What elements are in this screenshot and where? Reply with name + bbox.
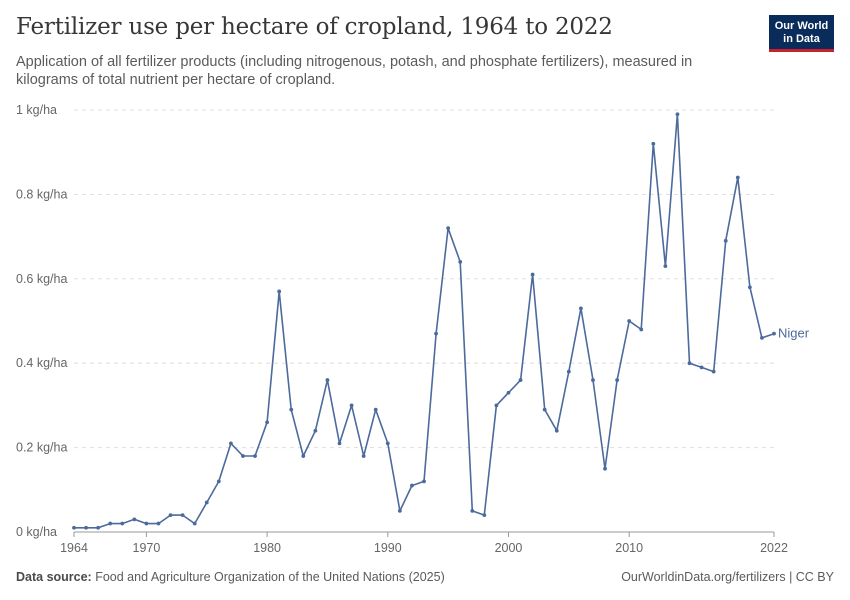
data-point[interactable]	[530, 272, 535, 277]
logo-line-1: Our World	[774, 20, 829, 32]
data-point[interactable]	[723, 238, 728, 243]
x-tick-label: 2010	[615, 541, 643, 555]
y-tick-label: 0.2 kg/ha	[16, 441, 67, 455]
data-point[interactable]	[265, 420, 270, 425]
data-point[interactable]	[699, 365, 704, 370]
data-point[interactable]	[470, 509, 475, 513]
chart-title: Fertilizer use per hectare of cropland, …	[16, 14, 613, 40]
owid-logo[interactable]: Our World in Data	[769, 15, 834, 52]
data-point[interactable]	[566, 369, 571, 374]
data-point[interactable]	[96, 525, 101, 530]
y-tick-label: 0.4 kg/ha	[16, 356, 67, 370]
data-point[interactable]	[168, 513, 173, 518]
data-point[interactable]	[204, 500, 209, 505]
data-point[interactable]	[687, 361, 692, 366]
data-point[interactable]	[156, 521, 161, 526]
data-point[interactable]	[192, 521, 197, 526]
data-source: Data source: Food and Agriculture Organi…	[16, 570, 445, 584]
data-point[interactable]	[385, 441, 390, 446]
data-point[interactable]	[180, 513, 185, 518]
x-axis: 1964 1970 1980 1990 2000 2010 2022	[60, 531, 788, 555]
data-point[interactable]	[434, 331, 438, 336]
data-point[interactable]	[241, 454, 245, 458]
data-point[interactable]	[458, 260, 463, 264]
series-line-niger[interactable]	[74, 113, 775, 529]
x-tick-label: 2000	[495, 541, 523, 555]
data-point[interactable]	[361, 454, 366, 458]
footer-url[interactable]: OurWorldinData.org/fertilizers | CC BY	[621, 570, 834, 584]
data-point[interactable]	[325, 378, 330, 382]
data-point[interactable]	[639, 327, 644, 332]
data-point[interactable]	[760, 335, 764, 340]
chart-subtitle: Application of all fertilizer products (…	[16, 54, 693, 88]
data-point[interactable]	[301, 454, 306, 458]
data-point[interactable]	[772, 331, 776, 336]
data-point[interactable]	[615, 378, 620, 382]
data-point[interactable]	[216, 479, 221, 484]
data-point[interactable]	[337, 441, 342, 446]
data-point[interactable]	[289, 407, 294, 412]
data-point[interactable]	[84, 525, 88, 530]
data-point[interactable]	[120, 521, 125, 526]
data-point[interactable]	[603, 466, 607, 471]
y-axis-ticks: 0 kg/ha 0.2 kg/ha 0.4 kg/ha 0.6 kg/ha 0.8 kg…	[16, 103, 67, 539]
data-point[interactable]	[711, 369, 716, 374]
data-point[interactable]	[506, 390, 511, 395]
grid-lines	[74, 109, 774, 449]
data-point[interactable]	[446, 226, 451, 231]
data-point[interactable]	[277, 289, 282, 294]
data-point[interactable]	[518, 378, 523, 382]
data-point[interactable]	[349, 403, 354, 408]
data-point[interactable]	[494, 403, 499, 408]
y-tick-label: 0.6 kg/ha	[16, 272, 67, 286]
x-tick-label: 2022	[760, 541, 788, 555]
y-tick-label: 0 kg/ha	[16, 525, 57, 539]
line-chart: 0 kg/ha 0.2 kg/ha 0.4 kg/ha 0.6 kg/ha 0.8 kg…	[16, 103, 810, 555]
data-point[interactable]	[651, 141, 656, 146]
x-tick-label: 1980	[253, 541, 281, 555]
x-tick-label: 1964	[60, 541, 88, 555]
data-point[interactable]	[554, 428, 559, 433]
data-point[interactable]	[373, 407, 378, 412]
data-point[interactable]	[108, 521, 113, 526]
data-point[interactable]	[578, 306, 583, 311]
series-layer: Niger	[72, 112, 810, 530]
series-label-niger: Niger	[778, 326, 810, 341]
data-point[interactable]	[591, 378, 595, 382]
x-tick-label: 1970	[133, 541, 161, 555]
data-point[interactable]	[422, 479, 426, 484]
y-tick-label: 1 kg/ha	[16, 103, 57, 117]
data-point[interactable]	[144, 521, 149, 526]
data-point[interactable]	[675, 112, 680, 117]
data-point[interactable]	[663, 264, 668, 269]
data-point[interactable]	[542, 407, 547, 412]
data-point[interactable]	[747, 285, 752, 290]
data-point[interactable]	[627, 319, 632, 323]
x-tick-label: 1990	[374, 541, 402, 555]
source-label: Data source:	[16, 570, 92, 584]
data-point[interactable]	[397, 509, 402, 513]
logo-line-2: in Data	[783, 33, 820, 45]
data-point[interactable]	[72, 525, 76, 530]
y-tick-label: 0.8 kg/ha	[16, 187, 67, 201]
data-point[interactable]	[253, 454, 257, 458]
data-point[interactable]	[313, 428, 318, 433]
data-point[interactable]	[735, 175, 740, 180]
data-point[interactable]	[228, 441, 233, 446]
data-point[interactable]	[410, 483, 414, 488]
data-point[interactable]	[132, 517, 137, 522]
data-point[interactable]	[482, 513, 487, 518]
source-text: Food and Agriculture Organization of the…	[95, 570, 445, 584]
